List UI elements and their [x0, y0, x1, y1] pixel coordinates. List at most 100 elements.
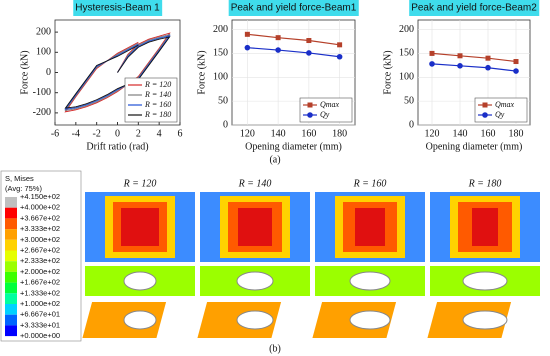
series-line [64, 36, 171, 109]
caption: (a) [269, 154, 280, 165]
legend-label: R = 140 [144, 90, 171, 99]
legend-label: R = 160 [144, 100, 171, 109]
color-swatch [5, 304, 17, 315]
x-tick-label: 140 [271, 128, 286, 139]
legend-value: +6.667e+01 [20, 310, 60, 319]
legend-value: +1.667e+02 [20, 278, 60, 287]
legend-value: +4.150e+02 [20, 192, 60, 201]
y-tick-label: 50 [404, 95, 414, 106]
legend-label: Qmax [495, 100, 515, 109]
y-tick-label: 100 [399, 72, 414, 83]
caption: (b) [269, 343, 281, 354]
marker [485, 55, 491, 61]
legend-value: +2.000e+02 [20, 267, 60, 276]
contour-legend: S, Mises(Avg: 75%)+4.150e+02+4.000e+02+3… [0, 170, 82, 342]
legend-marker [307, 102, 313, 108]
chart-title: Peak and yield force-Beam1 [231, 3, 357, 14]
marker [244, 44, 251, 51]
y-tick-label: -200 [33, 107, 51, 118]
y-tick-label: 150 [399, 48, 414, 59]
legend-box [474, 97, 528, 123]
marker [306, 50, 312, 56]
y-tick-label: -100 [33, 87, 51, 98]
series-line [431, 63, 517, 72]
title-box [409, 0, 540, 16]
contour-panel: R = 120 [82, 178, 195, 338]
opening [462, 271, 508, 291]
x-tick-label: 160 [481, 128, 496, 139]
opening [236, 271, 274, 291]
x-tick-label: 180 [332, 128, 347, 139]
legend-value: +3.667e+02 [20, 213, 60, 222]
legend-value: +4.000e+02 [20, 203, 60, 212]
legend-label: Qy [320, 110, 330, 119]
legend-marker [307, 112, 313, 118]
marker [457, 53, 463, 59]
marker [457, 63, 463, 69]
chart-title: Peak and yield force-Beam2 [411, 3, 537, 14]
legend-marker [482, 102, 488, 108]
y-tick-label: 200 [399, 24, 414, 35]
x-tick-label: 120 [240, 128, 255, 139]
opening [462, 310, 508, 330]
series-line [247, 33, 340, 46]
y-tick-label: 150 [213, 48, 228, 59]
x-tick-label: -2 [92, 128, 100, 139]
legend-subtitle: (Avg: 75%) [5, 184, 42, 193]
marker [337, 42, 343, 48]
legend-label: Qmax [320, 100, 340, 109]
series-line [247, 47, 340, 58]
x-tick-label: 6 [178, 128, 183, 139]
y-tick-label: 50 [218, 95, 228, 106]
chart-title: Hysteresis-Beam 1 [75, 3, 160, 14]
panel-label: R = 180 [468, 178, 502, 189]
marker [275, 47, 281, 53]
legend-box [299, 97, 353, 123]
y-tick-label: 100 [213, 72, 228, 83]
marker [429, 61, 435, 67]
series-line [64, 33, 171, 112]
opening [123, 310, 157, 330]
contour-panel: R = 140 [197, 178, 310, 338]
contour-panel: R = 160 [312, 178, 425, 338]
legend-marker [482, 112, 488, 118]
series-line [431, 52, 517, 63]
legend-label: R = 180 [144, 110, 171, 119]
y-axis-label: Force (kN) [196, 50, 207, 94]
y-axis-label: Force (kN) [19, 50, 30, 94]
title-box [228, 0, 359, 16]
y-tick-label: 100 [36, 47, 51, 58]
y-tick-label: 0 [223, 119, 228, 130]
legend-label: R = 120 [144, 80, 171, 89]
y-tick-label: 0 [409, 119, 414, 130]
legend-value: +3.333e+01 [20, 320, 60, 329]
x-tick-label: -6 [51, 128, 59, 139]
x-tick-label: 0 [115, 128, 120, 139]
color-swatch [5, 261, 17, 272]
legend-value: +2.667e+02 [20, 245, 60, 254]
marker [513, 68, 519, 74]
y-tick-label: 200 [213, 24, 228, 35]
legend-title: S, Mises [5, 174, 34, 183]
y-axis-label: Force (kN) [382, 50, 393, 94]
title-box [73, 0, 163, 16]
legend-value: +1.333e+02 [20, 288, 60, 297]
marker [244, 31, 250, 37]
web-core [238, 208, 272, 246]
legend-value: +2.333e+02 [20, 256, 60, 265]
marker [513, 59, 519, 65]
color-swatch [5, 293, 17, 304]
color-swatch [5, 282, 17, 294]
color-swatch [5, 229, 17, 240]
color-swatch [5, 314, 17, 326]
y-tick-label: 0 [46, 67, 51, 78]
web-core [472, 208, 498, 246]
x-tick-label: 4 [157, 128, 162, 139]
panel-label: R = 160 [353, 178, 387, 189]
x-tick-label: 120 [425, 128, 440, 139]
marker [429, 50, 435, 56]
marker [306, 38, 312, 44]
